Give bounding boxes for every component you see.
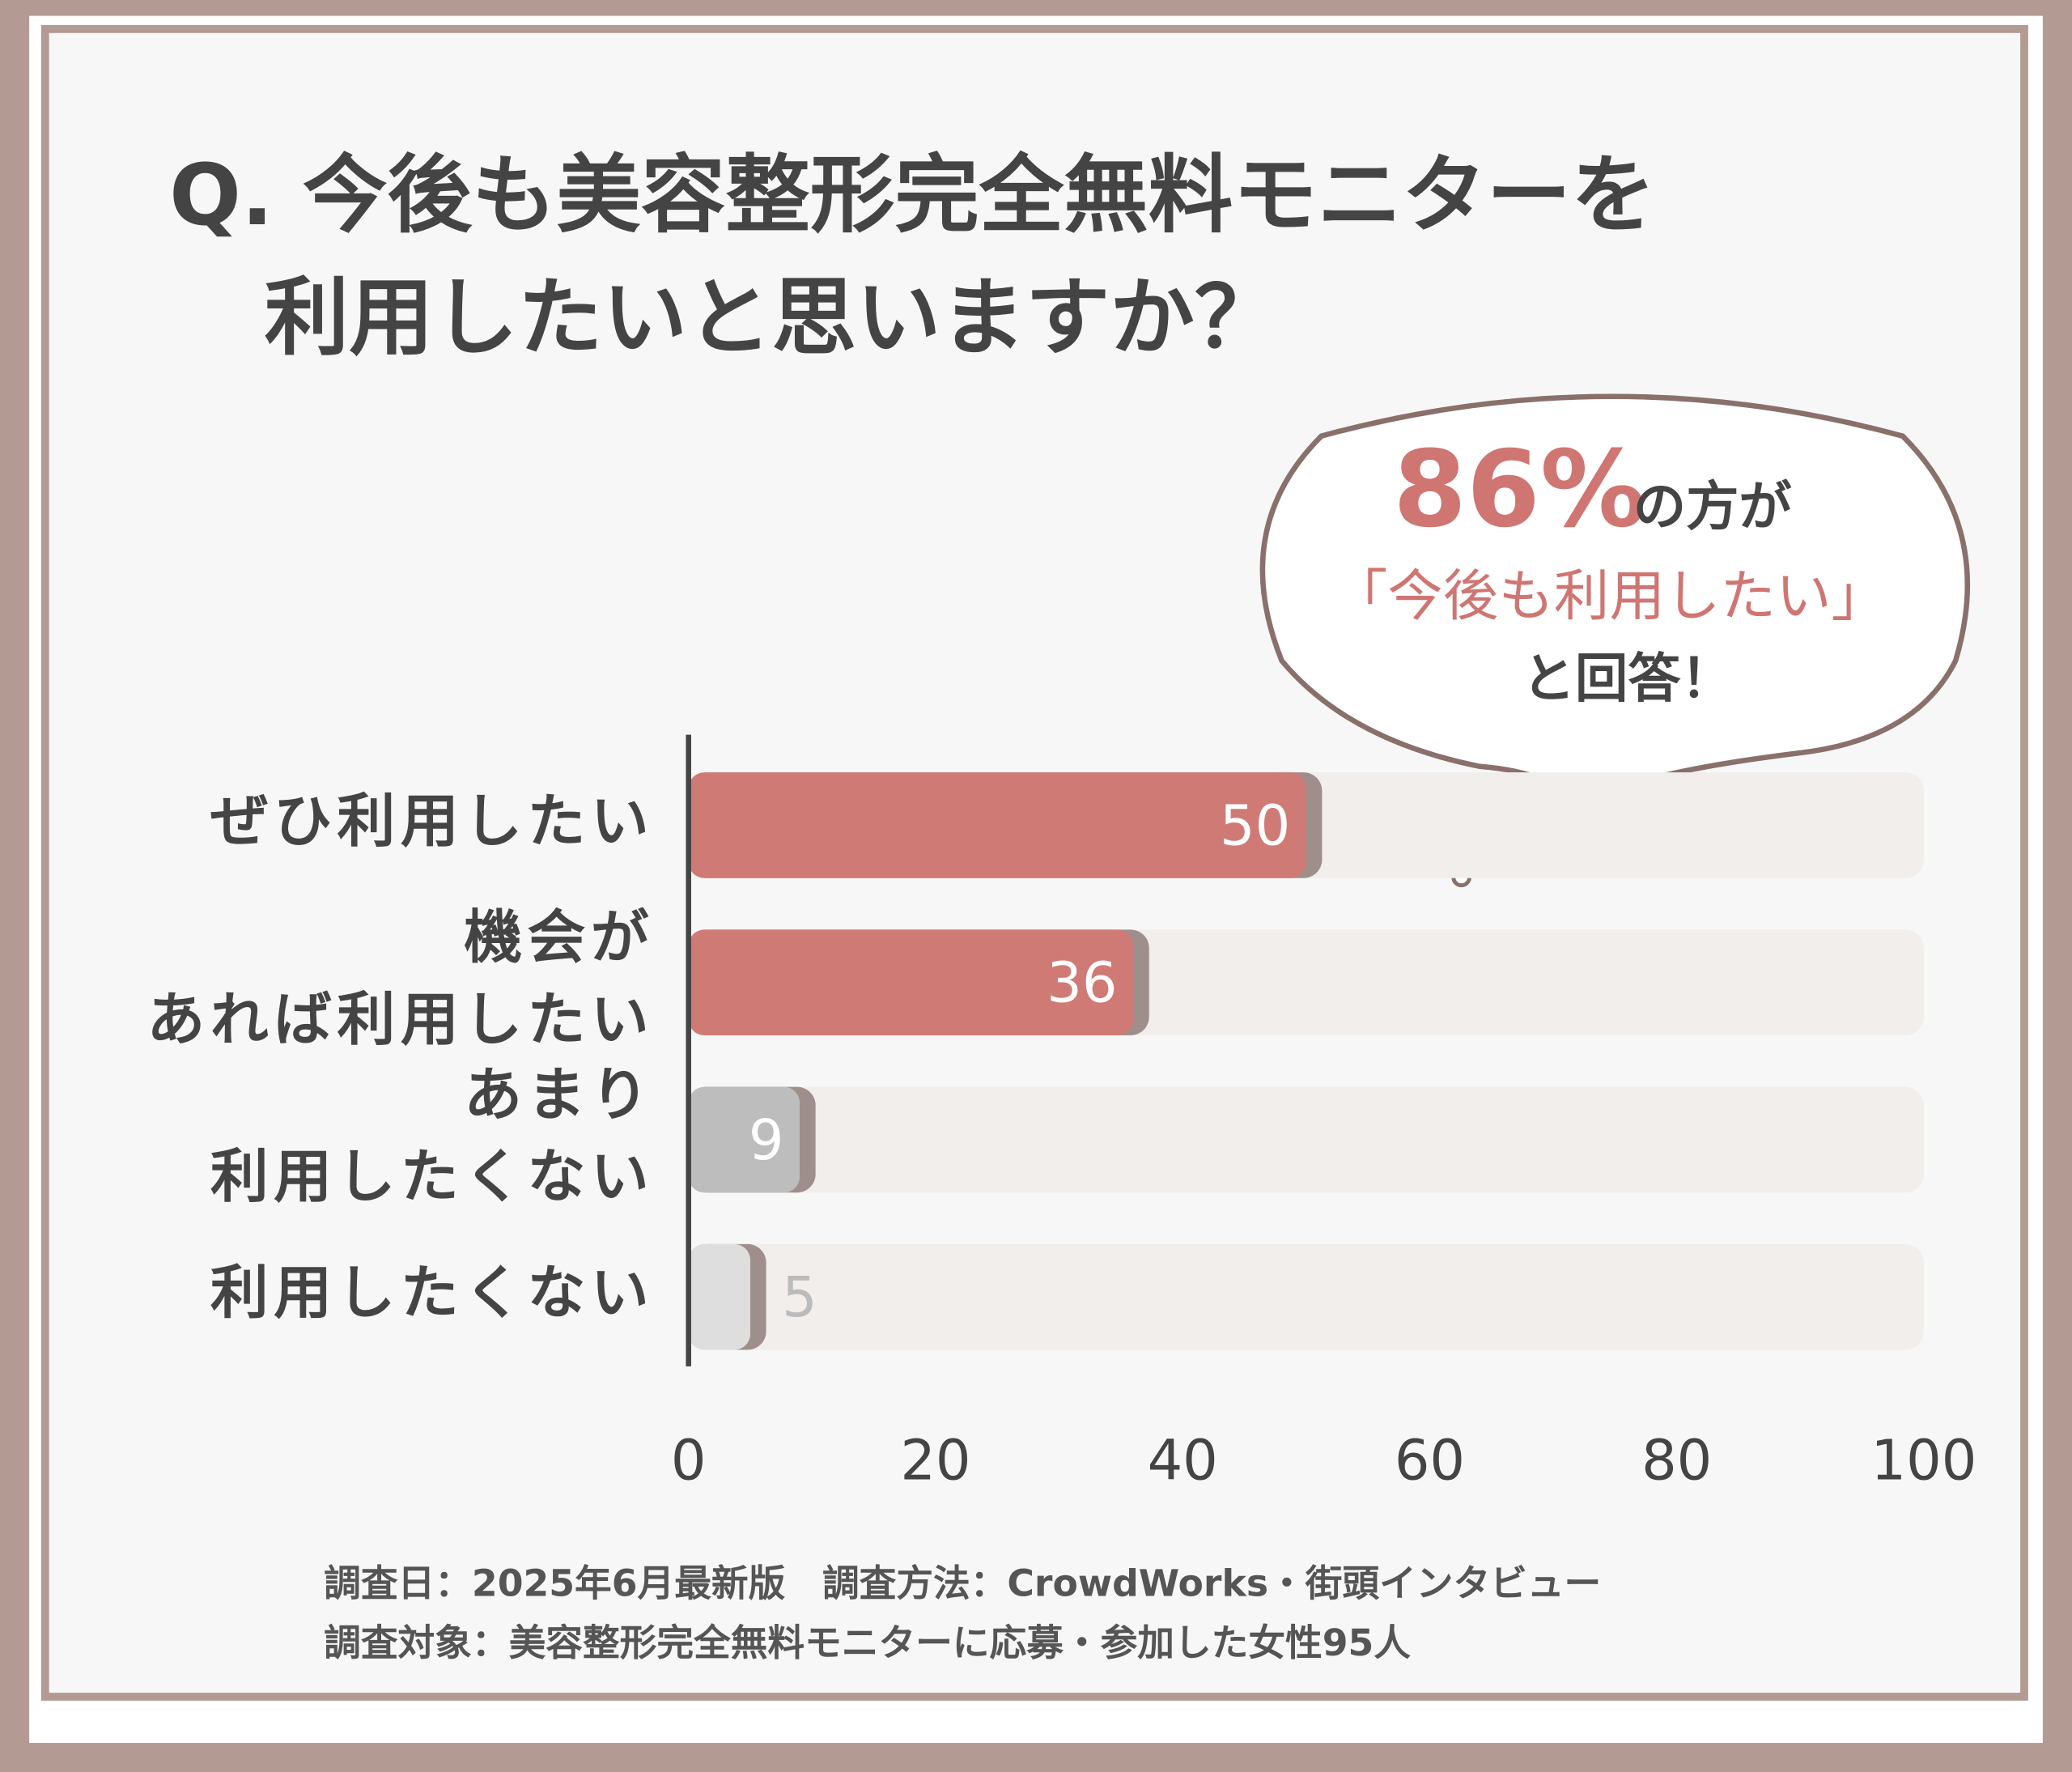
- x-tick-label: 0: [671, 1429, 707, 1494]
- speech-bubble: [1259, 393, 1971, 810]
- y-tick-label: あれば利用したい: [146, 985, 654, 1053]
- chart-title: 利用したいと思いますか？: [265, 269, 1280, 368]
- annotation-text: と回答！: [1522, 648, 1734, 709]
- value-label: 36: [1047, 951, 1117, 1016]
- y-tick-label: 利用したくない: [210, 1142, 654, 1210]
- x-tick-label: 60: [1395, 1429, 1465, 1494]
- bar: [688, 1243, 751, 1350]
- value-label: 50: [1220, 793, 1290, 858]
- y-tick-label: あまり: [464, 1060, 654, 1128]
- track: [688, 1086, 1924, 1193]
- annotation-text: の方が: [1633, 476, 1792, 538]
- y-tick-label: 利用したくない: [210, 1259, 654, 1327]
- bar: [688, 772, 1306, 878]
- bar: [688, 929, 1134, 1035]
- value-label: 9: [749, 1108, 784, 1173]
- x-tick-label: 20: [900, 1429, 970, 1494]
- x-tick-label: 80: [1641, 1429, 1712, 1494]
- x-tick-label: 40: [1148, 1429, 1218, 1494]
- x-tick-label: 100: [1871, 1429, 1977, 1494]
- footnote: 調査対象：美容整形完全無料モニターに応募・参加した女性95人: [324, 1621, 1411, 1664]
- bar: [688, 1086, 800, 1193]
- y-tick-label: ぜひ利用したい: [210, 787, 654, 855]
- y-tick-label: 機会が: [464, 903, 654, 971]
- track: [688, 1243, 1924, 1350]
- chart-title: Q. 今後も美容整形完全無料モニターを: [169, 146, 1655, 244]
- annotation-highlight: 86%: [1393, 427, 1646, 550]
- annotation-text: 「今後も利用したい」: [1332, 564, 1887, 629]
- value-label: 5: [782, 1265, 817, 1330]
- footnote: 調査日：2025年6月最新版 調査方法：CrowdWorks・街頭インタビュー: [324, 1562, 1601, 1604]
